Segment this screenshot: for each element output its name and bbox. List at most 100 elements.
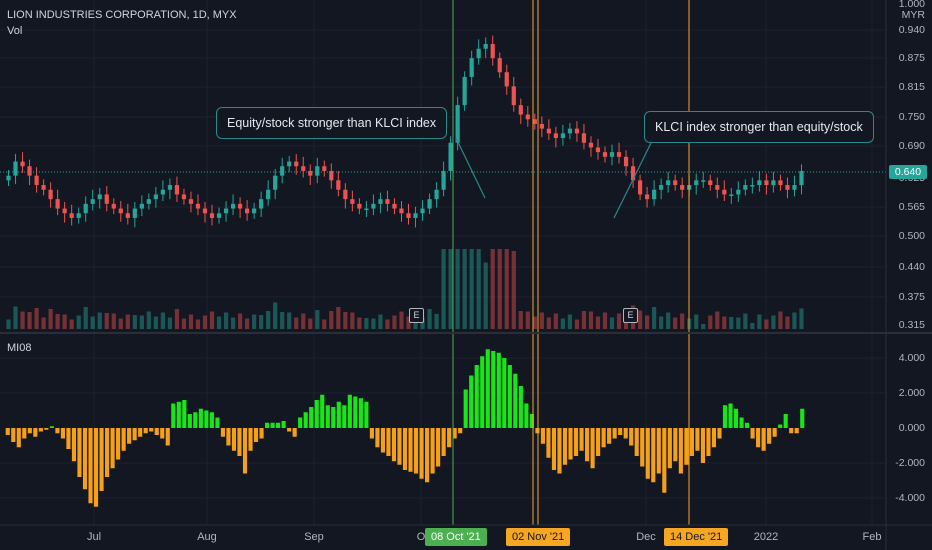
histogram-bar-positive <box>281 421 286 428</box>
candle-body <box>167 185 173 190</box>
date-tag-dec14[interactable]: 14 Dec '21 <box>664 528 729 546</box>
candle-body <box>195 203 201 209</box>
candle-body <box>350 199 355 204</box>
candle-body <box>399 208 404 214</box>
histogram-bar-negative <box>430 428 435 474</box>
earnings-badge[interactable]: E <box>409 308 424 323</box>
histogram-bar-positive <box>347 394 352 428</box>
mi08-histogram <box>5 349 805 507</box>
indicator-tick: -2.000 <box>895 457 925 469</box>
candle-body <box>287 161 292 167</box>
histogram-bar-positive <box>364 401 369 428</box>
callout-equity-stronger[interactable]: Equity/stock stronger than KLCI index <box>216 107 448 139</box>
volume-bar <box>13 306 18 329</box>
candle-body <box>146 199 151 204</box>
trend-lines <box>455 137 653 219</box>
histogram-bar-negative <box>794 428 799 434</box>
volume-bar <box>652 307 657 329</box>
histogram-bar-positive <box>276 422 281 428</box>
price-tick: 0.500 <box>898 230 925 242</box>
volume-bar <box>357 317 362 329</box>
candle-body <box>273 175 278 190</box>
date-tag-nov02[interactable]: 02 Nov '21 <box>506 528 571 546</box>
histogram-bar-positive <box>480 356 485 428</box>
histogram-bar-negative <box>419 428 424 479</box>
volume-bar <box>729 317 734 329</box>
candle-body <box>104 194 109 204</box>
earnings-badge[interactable]: E <box>623 308 638 323</box>
volume-bar <box>525 311 530 329</box>
candle-body <box>202 208 208 214</box>
histogram-bar-positive <box>485 349 490 428</box>
date-tag-oct08[interactable]: 08 Oct '21 <box>425 528 487 546</box>
histogram-bar-negative <box>93 428 99 507</box>
candle-body <box>406 213 411 218</box>
volume-bar <box>715 311 720 329</box>
candle-body <box>427 199 432 209</box>
volume-bar <box>329 311 334 329</box>
histogram-bar-negative <box>689 428 694 456</box>
candle-body <box>546 128 551 134</box>
volume-bar <box>792 312 797 329</box>
volume-label[interactable]: Vol <box>7 25 23 37</box>
price-tick: 0.690 <box>898 140 925 152</box>
candle-body <box>48 189 53 200</box>
volume-bar <box>476 249 481 329</box>
volume-bar <box>287 312 292 329</box>
candle-body <box>778 180 783 186</box>
histogram-bar-negative <box>375 428 380 448</box>
histogram-bar-positive <box>783 414 788 428</box>
candle-body <box>237 203 243 209</box>
volume-bar <box>27 312 32 329</box>
indicator-label[interactable]: MI08 <box>7 342 32 354</box>
candle-body <box>216 213 222 218</box>
candle-body <box>757 180 762 186</box>
histogram-bar-negative <box>143 428 148 434</box>
candle-body <box>715 185 720 190</box>
volume-bar <box>62 314 67 329</box>
histogram-bar-positive <box>728 403 733 428</box>
volume-bar <box>659 316 664 329</box>
volume-bar <box>90 316 95 329</box>
price-tick: 0.940 <box>898 24 925 36</box>
volume-bar <box>497 249 502 329</box>
histogram-bar-negative <box>562 428 568 465</box>
volume-bar <box>680 313 685 329</box>
histogram-bar-positive <box>176 401 181 428</box>
histogram-bar-negative <box>33 428 38 437</box>
histogram-bar-negative <box>402 428 408 470</box>
candle-body <box>532 119 537 124</box>
histogram-bar-negative <box>452 428 457 439</box>
histogram-bar-negative <box>601 428 606 448</box>
symbol-title[interactable]: LION INDUSTRIES CORPORATION, 1D, MYX <box>7 9 237 21</box>
volume-bar <box>181 318 187 329</box>
histogram-bar-negative <box>590 428 595 469</box>
candle-body <box>371 203 376 209</box>
price-tick: 1.000 <box>898 0 925 10</box>
volume-bar <box>216 316 222 329</box>
histogram-bar-negative <box>220 428 225 437</box>
candle-body <box>301 166 306 171</box>
volume-bar <box>539 312 544 329</box>
histogram-bar-positive <box>469 375 474 428</box>
callout-klci-stronger[interactable]: KLCI index stronger than equity/stock <box>644 111 874 143</box>
histogram-bar-negative <box>132 428 137 441</box>
candle-body <box>469 58 474 77</box>
histogram-bar-negative <box>160 428 165 439</box>
candle-body <box>378 199 383 204</box>
histogram-bar-positive <box>303 412 308 428</box>
histogram-bar-negative <box>458 428 463 434</box>
histogram-bar-positive <box>336 401 341 428</box>
histogram-bar-negative <box>640 428 645 467</box>
volume-bar <box>294 317 299 329</box>
candle-body <box>595 147 601 153</box>
candle-body <box>181 194 187 200</box>
time-tick: Sep <box>304 531 324 543</box>
histogram-bar-negative <box>767 428 772 444</box>
volume-bar <box>237 313 243 329</box>
candle-body <box>483 44 488 49</box>
volume-bar <box>69 319 74 329</box>
volume-bar <box>188 314 194 329</box>
candle-body <box>55 199 60 209</box>
